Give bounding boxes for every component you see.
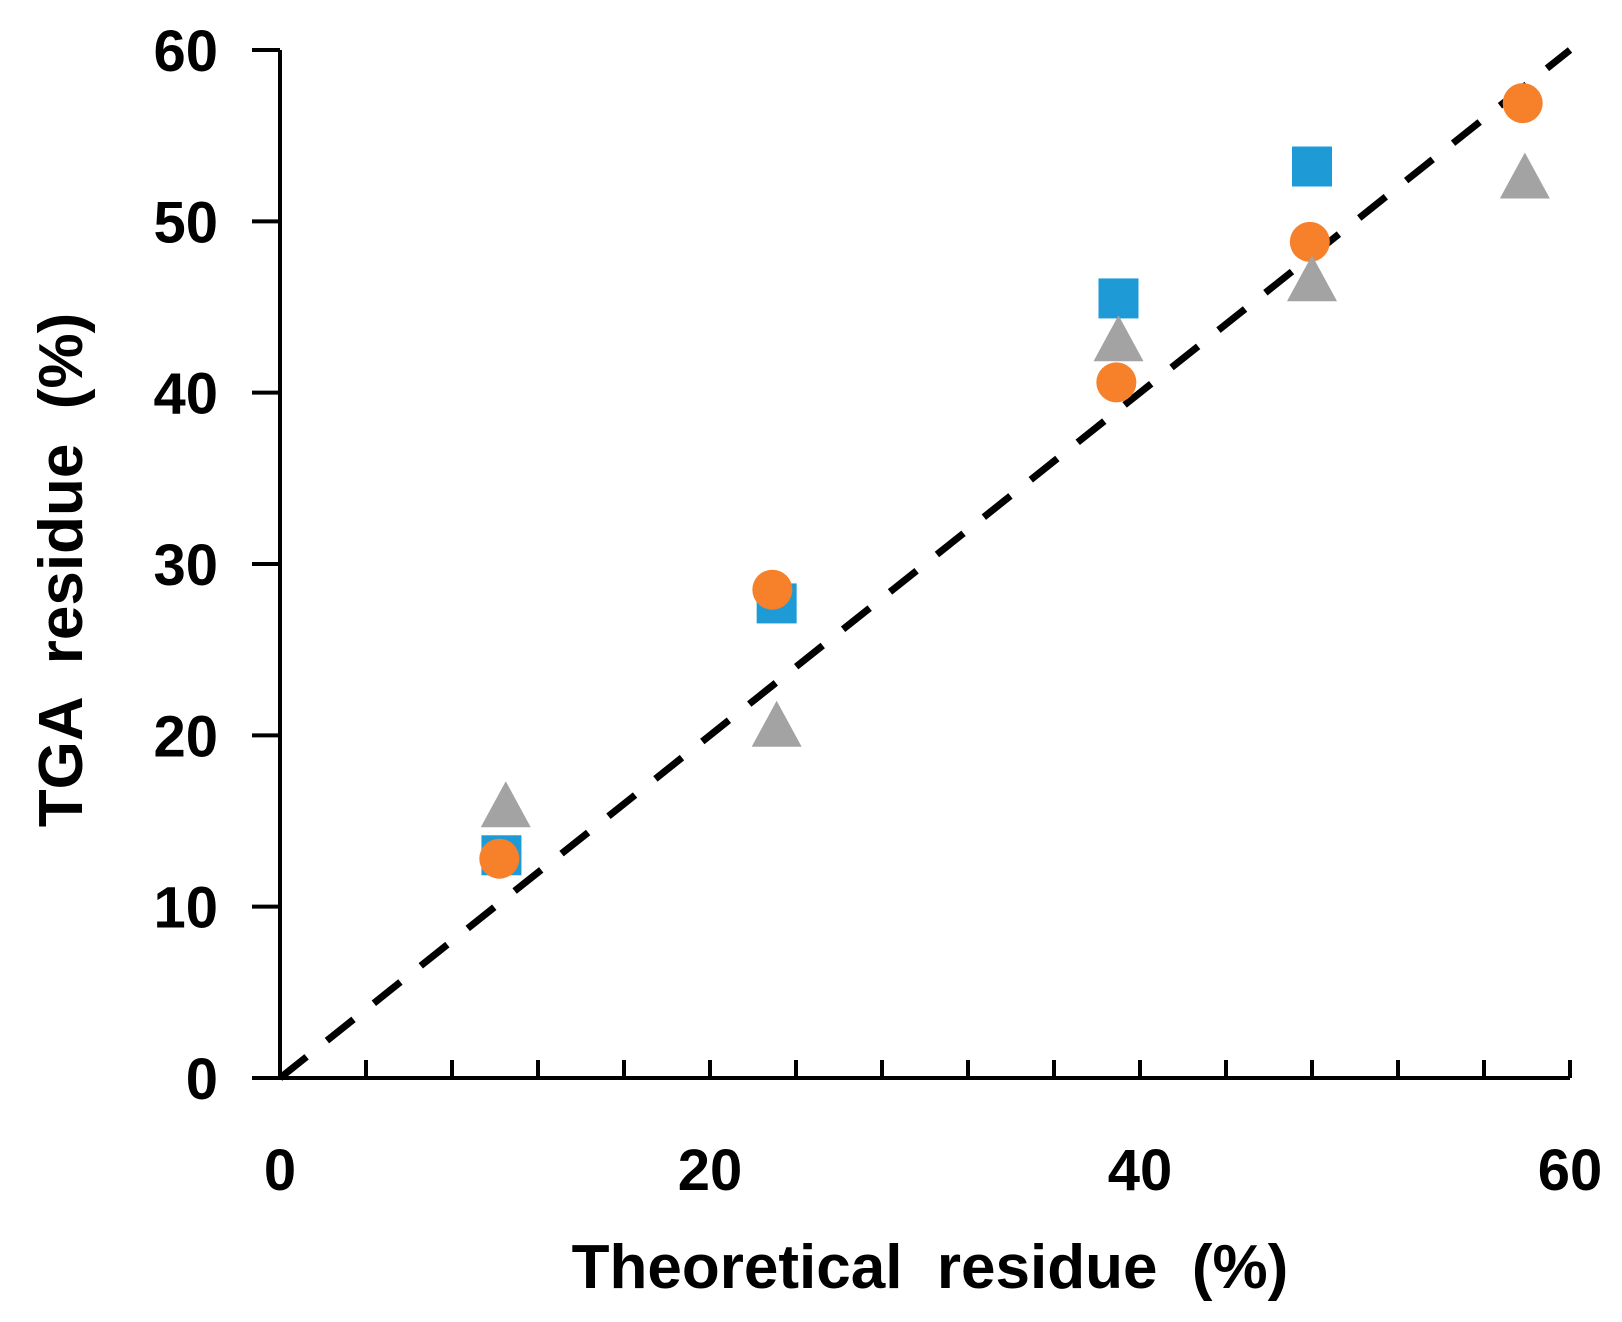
axes-layer [252, 48, 1572, 1080]
x-axis-title: Theoretical residue (%) [572, 1233, 1289, 1302]
reference-line [277, 47, 1573, 1081]
series-square [481, 146, 1332, 876]
reference-line-layer [277, 47, 1573, 1081]
data-point-circle [479, 838, 520, 879]
y-tick-label: 30 [153, 533, 218, 598]
data-point-square [1098, 278, 1139, 319]
data-point-triangle [751, 700, 802, 747]
data-point-triangle [480, 781, 531, 828]
data-point-square [1292, 146, 1332, 187]
y-tick-label: 40 [153, 362, 218, 427]
labels-layer: Theoretical residue (%) TGA residue (%) … [27, 19, 1602, 1302]
x-tick-label: 20 [678, 1138, 743, 1203]
data-point-circle [1289, 221, 1330, 262]
data-points-layer [479, 83, 1550, 879]
y-tick-label: 10 [153, 876, 218, 941]
x-tick-label: 60 [1538, 1138, 1603, 1203]
y-axis-title: TGA residue (%) [27, 313, 96, 827]
series-circle [479, 83, 1543, 879]
data-point-triangle [1093, 315, 1144, 362]
data-point-triangle [1287, 255, 1337, 302]
data-point-circle [1096, 362, 1137, 403]
data-point-circle [752, 569, 793, 610]
y-tick-label: 0 [186, 1047, 218, 1112]
y-tick-label: 20 [153, 704, 218, 769]
x-tick-label: 40 [1108, 1138, 1173, 1203]
series-triangle [480, 152, 1550, 828]
y-tick-label: 50 [153, 190, 218, 255]
x-tick-label: 0 [264, 1138, 296, 1203]
data-point-circle [1502, 83, 1543, 124]
data-point-triangle [1499, 152, 1550, 199]
y-tick-label: 60 [153, 19, 218, 84]
